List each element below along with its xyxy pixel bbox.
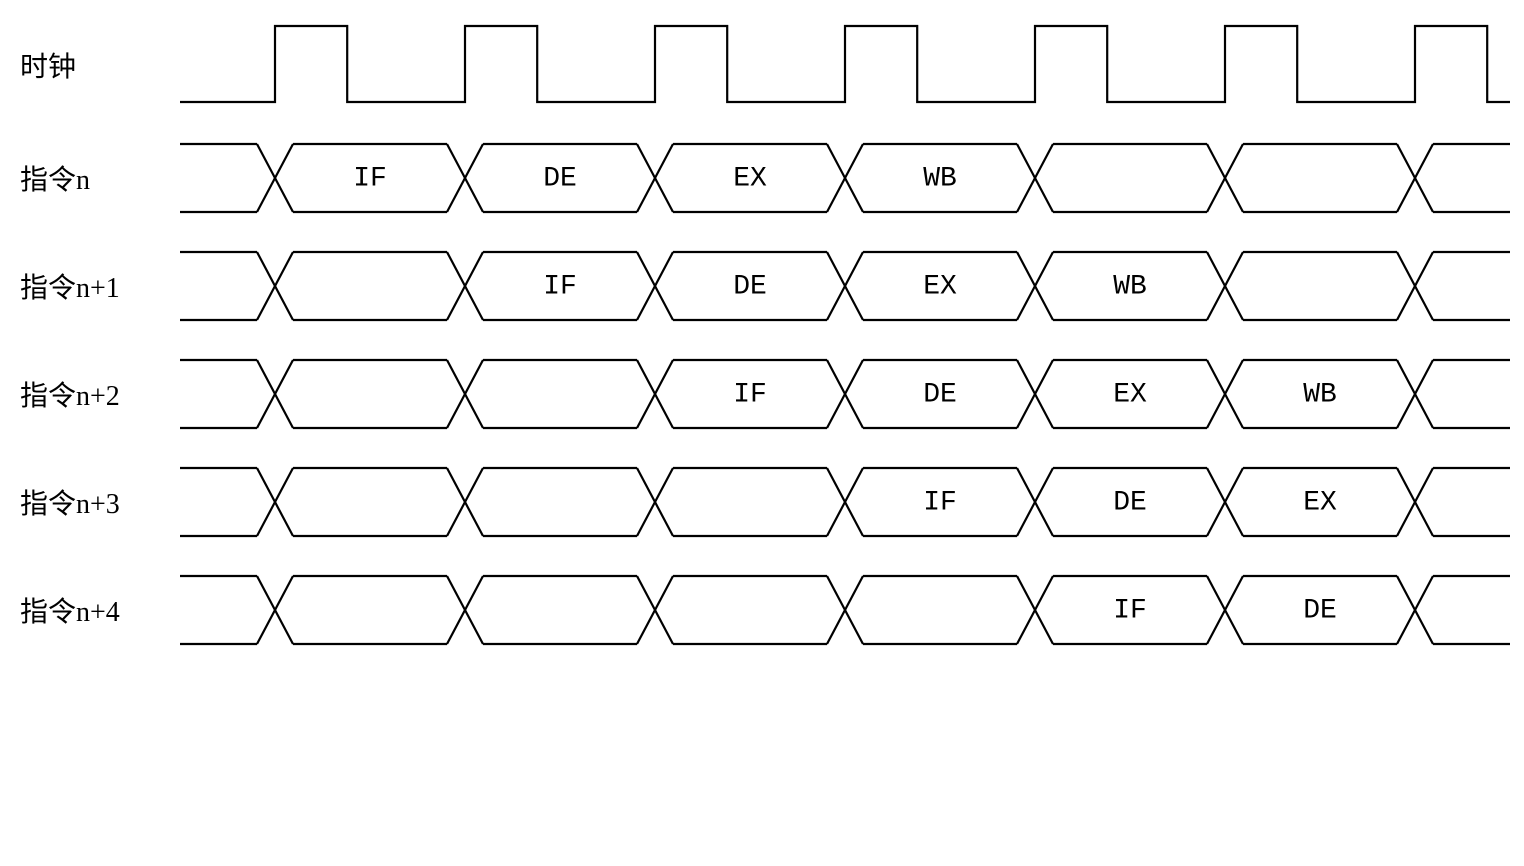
instruction-row: 指令n IF DE EX WB bbox=[20, 138, 1504, 218]
pipeline-stage-label: EX bbox=[733, 163, 767, 194]
instruction-row: 指令n+4 IF DE bbox=[20, 570, 1504, 650]
instruction-row: 指令n+3 IF DE EX bbox=[20, 462, 1504, 542]
pipeline-stage-label: IF bbox=[733, 379, 767, 410]
pipeline-stage-label: DE bbox=[543, 163, 577, 194]
instruction-label: 指令n+2 bbox=[20, 374, 170, 414]
pipeline-stage-label: DE bbox=[1113, 487, 1147, 518]
pipeline-stage-label: IF bbox=[543, 271, 577, 302]
pipeline-lane: IF DE EX WB bbox=[170, 138, 1510, 218]
pipeline-lane: IF DE bbox=[170, 570, 1510, 650]
pipeline-stage-label: WB bbox=[923, 163, 957, 194]
instruction-label: 指令n bbox=[20, 158, 170, 198]
pipeline-stage-label: IF bbox=[923, 487, 957, 518]
pipeline-stage-label: WB bbox=[1303, 379, 1337, 410]
instruction-row: 指令n+2 IF DE EX WB bbox=[20, 354, 1504, 434]
pipeline-lane: IF DE EX WB bbox=[170, 354, 1510, 434]
pipeline-stage-label: EX bbox=[923, 271, 957, 302]
instruction-row: 指令n+1 IF DE EX WB bbox=[20, 246, 1504, 326]
pipeline-lane: IF DE EX WB bbox=[170, 246, 1510, 326]
clock-row: 时钟 bbox=[20, 20, 1504, 110]
pipeline-stage-label: WB bbox=[1113, 271, 1147, 302]
pipeline-stage-label: DE bbox=[923, 379, 957, 410]
clock-label: 时钟 bbox=[20, 45, 170, 85]
clock-waveform bbox=[170, 20, 1510, 110]
pipeline-stage-label: IF bbox=[1113, 595, 1147, 626]
pipeline-stage-label: DE bbox=[1303, 595, 1337, 626]
instruction-label: 指令n+1 bbox=[20, 266, 170, 306]
pipeline-lane: IF DE EX bbox=[170, 462, 1510, 542]
pipeline-stage-label: EX bbox=[1113, 379, 1147, 410]
pipeline-stage-label: EX bbox=[1303, 487, 1337, 518]
pipeline-stage-label: IF bbox=[353, 163, 387, 194]
instruction-label: 指令n+3 bbox=[20, 482, 170, 522]
pipeline-stage-label: DE bbox=[733, 271, 767, 302]
instruction-label: 指令n+4 bbox=[20, 590, 170, 630]
